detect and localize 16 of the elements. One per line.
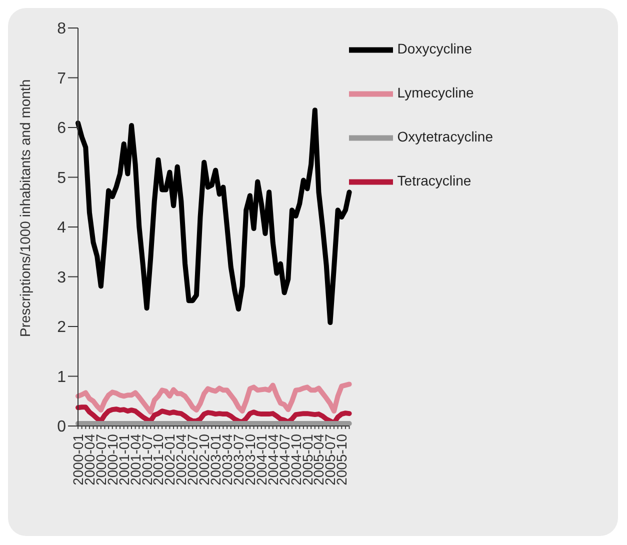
- legend-label: Tetracycline: [397, 172, 472, 189]
- y-axis-title: Prescriptions/1000 inhabitants and month: [16, 79, 33, 337]
- x-tick-label: 2005-10: [334, 434, 350, 486]
- y-tick-label: 3: [57, 269, 66, 286]
- y-tick-label: 2: [57, 319, 66, 336]
- legend-label: Lymecycline: [397, 84, 474, 101]
- legend-label: Oxytetracycline: [397, 128, 493, 145]
- legend-label: Doxycycline: [397, 40, 472, 57]
- y-tick-label: 7: [57, 70, 66, 88]
- y-tick-label: 8: [57, 20, 66, 38]
- x-tick-label: 2000-01: [70, 434, 86, 486]
- y-tick-label: 5: [57, 170, 66, 187]
- y-tick-label: 4: [57, 220, 66, 237]
- y-tick-label: 1: [57, 368, 66, 386]
- y-tick-label: 0: [57, 418, 66, 436]
- y-tick-label: 6: [57, 120, 66, 138]
